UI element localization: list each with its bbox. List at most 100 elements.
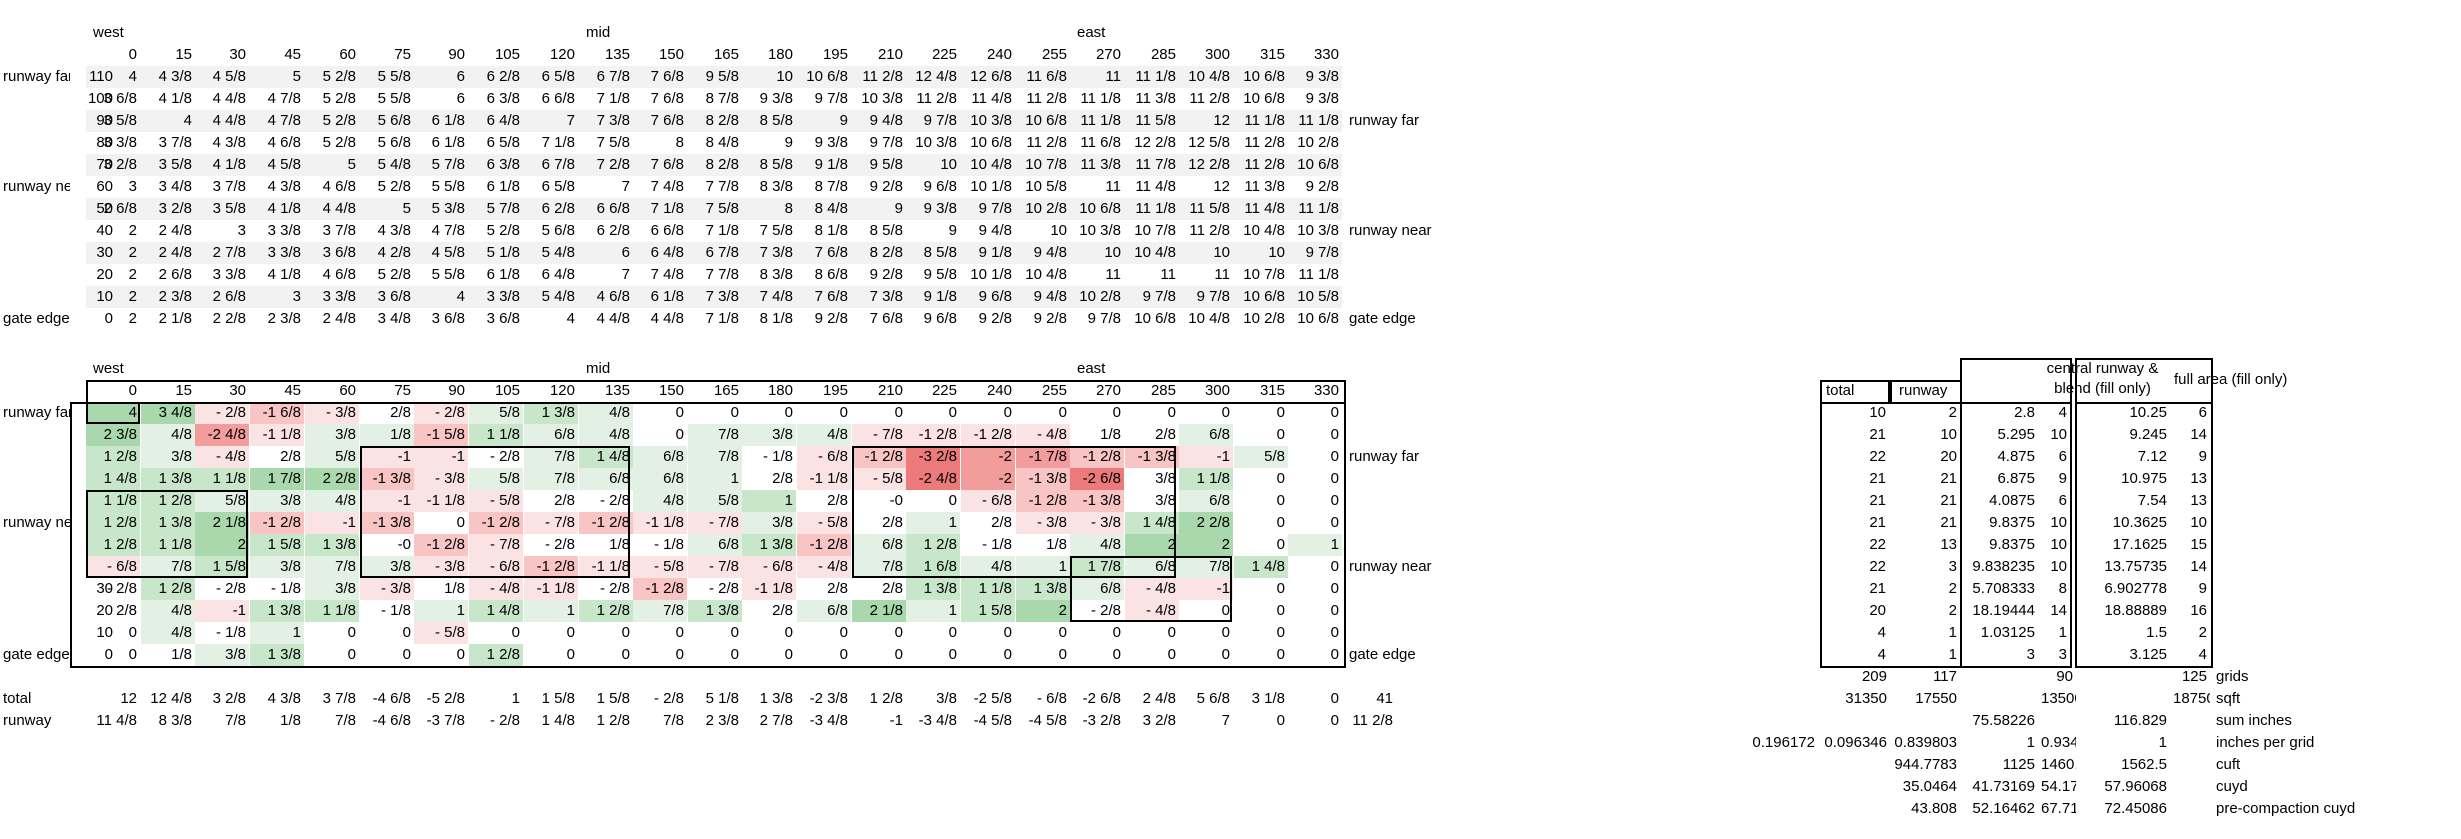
delta-cell: -3 2/8 <box>906 446 960 468</box>
delta-cell: 1/8 <box>360 424 414 446</box>
elevation-cell: 4 5/8 <box>267 156 301 173</box>
delta-cell: 3/8 <box>250 556 304 578</box>
runway-cell: 7/8 <box>335 712 356 729</box>
delta-cell: -1 1/8 <box>250 424 304 446</box>
elevation-cell: 10 2/8 <box>1025 200 1067 217</box>
total-cell: 0 <box>1330 690 1339 707</box>
elevation-cell: 3 4/8 <box>158 178 192 195</box>
elevation-cell: 11 3/8 <box>1244 178 1285 195</box>
summary-footer-cell: 1 <box>2026 734 2035 751</box>
elevation-cell: 6 4/8 <box>541 266 575 283</box>
elevation-cell: 2 4/8 <box>322 310 356 327</box>
total-cell: 5 6/8 <box>1196 690 1230 707</box>
elevation-cell: 9 4/8 <box>1033 288 1067 305</box>
delta-cell: 7/8 <box>688 424 742 446</box>
elevation-cell: 6 4/8 <box>486 112 520 129</box>
delta-cell: 1 2/8 <box>86 512 140 534</box>
delta-cell: -1 3/8 <box>1016 468 1070 490</box>
row-y-elevation: 80 <box>96 134 113 151</box>
delta-cell: - 4/8 <box>469 578 523 600</box>
delta-cell: -1 1/8 <box>579 556 633 578</box>
elevation-cell: 11 6/8 <box>1080 134 1121 151</box>
delta-cell: 0 <box>948 404 957 421</box>
total-cell: 1 3/8 <box>759 690 793 707</box>
delta-cell: - 3/8 <box>1016 512 1070 534</box>
delta-cell: 1 1/8 <box>1179 468 1233 490</box>
delta-cell: 0 <box>1330 404 1339 421</box>
delta-cell: - 1/8 <box>762 448 793 465</box>
elevation-cell: 6 6/8 <box>650 222 684 239</box>
elevation-cell: 11 1/8 <box>1080 112 1121 129</box>
elevation-cell: 6 7/8 <box>541 156 575 173</box>
row-y-elevation: 30 <box>96 244 113 261</box>
delta-cell: -2 <box>961 446 1015 468</box>
elevation-cell: 11 <box>1105 178 1121 195</box>
elevation-cell: 12 2/8 <box>1134 134 1176 151</box>
delta-cell: 0 <box>1221 624 1230 641</box>
total-cell: 5 1/8 <box>705 690 739 707</box>
elevation-cell: 6 7/8 <box>596 68 630 85</box>
elevation-cell: 12 <box>1213 178 1230 195</box>
elevation-cell: 11 <box>1160 266 1176 283</box>
elevation-cell: 6 5/8 <box>541 68 575 85</box>
delta-cell: 6/8 <box>1179 490 1233 512</box>
elevation-cell: 9 <box>839 112 848 129</box>
elevation-cell: 11 2/8 <box>862 68 903 85</box>
delta-cell: - 2/8 <box>489 448 520 465</box>
delta-cell: 7/8 <box>524 468 578 490</box>
elevation-cell: 2 <box>128 266 137 283</box>
delta-cell: 0 <box>1330 470 1339 487</box>
elevation-cell: 5 2/8 <box>377 178 411 195</box>
delta-cell: 2 2/8 <box>1179 512 1233 534</box>
elevation-cell: 7 1/8 <box>541 134 575 151</box>
column-header-30-delta: 30 <box>229 382 246 399</box>
delta-cell: 1 <box>688 468 742 490</box>
column-header-315-elevation: 315 <box>1259 46 1285 63</box>
column-header-120-elevation: 120 <box>549 46 575 63</box>
delta-cell: 0 <box>402 646 411 663</box>
summary-cell: 13 <box>2190 492 2207 509</box>
summary-cell: 6 <box>2198 404 2207 421</box>
delta-cell: 6/8 <box>579 468 633 490</box>
delta-cell: -1 <box>360 446 414 468</box>
elevation-cell: 8 5/8 <box>923 244 957 261</box>
delta-cell: -1 1/8 <box>524 578 578 600</box>
delta-cell: 2 2/8 <box>305 468 359 490</box>
delta-cell: 6/8 <box>1070 578 1124 600</box>
summary-cell: 13 <box>2190 470 2207 487</box>
elevation-cell: 8 5/8 <box>869 222 903 239</box>
summary-cell: 13.75735 <box>2104 558 2167 575</box>
column-header-300-delta: 300 <box>1204 382 1230 399</box>
delta-cell: - 7/8 <box>688 556 742 578</box>
elevation-cell: 9 7/8 <box>1142 288 1176 305</box>
delta-cell: 0 <box>1221 404 1230 421</box>
summary-footer-cell: 209 <box>1861 668 1887 685</box>
column-header-30-elevation: 30 <box>229 46 246 63</box>
summary-header-runway: runway <box>1899 382 1948 399</box>
summary-cell: 22 <box>1869 536 1886 553</box>
zone-mid-elevation: mid <box>586 24 611 41</box>
elevation-cell: 8 3/8 <box>759 266 793 283</box>
delta-cell: - 5/8 <box>633 556 687 578</box>
elevation-cell: 5 2/8 <box>486 222 520 239</box>
total-cell: 3 1/8 <box>1251 690 1285 707</box>
delta-cell: - 6/8 <box>961 490 1015 512</box>
delta-cell: -1 3/8 <box>1070 490 1124 512</box>
delta-cell: 5/8 <box>688 490 742 512</box>
summary-cell: 2.8 <box>2014 404 2035 421</box>
elevation-cell: 7 <box>621 178 630 195</box>
summary-cell: 6.875 <box>1997 470 2035 487</box>
summary-footer-cell: 67.7149 <box>2041 800 2076 817</box>
elevation-cell: 5 7/8 <box>486 200 520 217</box>
total-cell: -2 5/8 <box>973 690 1012 707</box>
elevation-cell: 8 7/8 <box>814 178 848 195</box>
column-header-225-elevation: 225 <box>931 46 957 63</box>
delta-cell: 4/8 <box>633 490 687 512</box>
column-header-90-elevation: 90 <box>448 46 465 63</box>
elevation-cell: 4 6/8 <box>267 134 301 151</box>
elevation-cell: 5 <box>292 68 301 85</box>
zone-west-delta: west <box>93 360 124 377</box>
summary-footer-cell: 125 <box>2181 668 2207 685</box>
delta-cell: 1 <box>250 622 304 644</box>
delta-cell: - 2/8 <box>414 402 468 424</box>
